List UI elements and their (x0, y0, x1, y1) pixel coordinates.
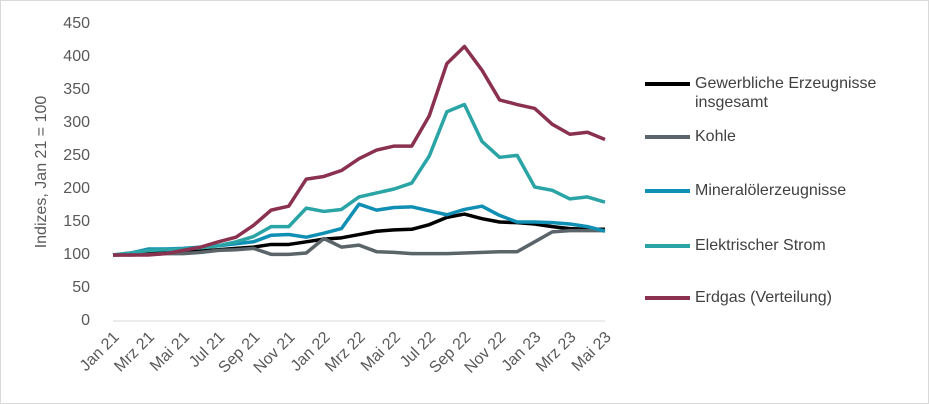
y-tick-label: 50 (72, 279, 90, 296)
y-tick-label: 200 (63, 180, 90, 197)
y-tick-label: 0 (81, 312, 90, 329)
y-tick-label: 350 (63, 81, 90, 98)
y-tick-label: 250 (63, 147, 90, 164)
y-tick-label: 150 (63, 213, 90, 230)
series-line (113, 228, 605, 257)
legend-label: Mineralölerzeugnisse (695, 182, 846, 199)
y-axis-label: Indizes, Jan 21 = 100 (33, 96, 50, 249)
series-line (113, 44, 606, 257)
y-tick-label: 300 (63, 114, 90, 131)
y-tick-label: 450 (63, 15, 90, 32)
legend-label: Elektrischer Strom (695, 237, 826, 254)
legend-label: Kohle (695, 128, 736, 145)
legend-label: Gewerbliche Erzeugnisse insgesamt (695, 75, 877, 111)
y-tick-label: 400 (63, 48, 90, 65)
legend-label: Erdgas (Verteilung) (695, 289, 832, 306)
y-tick-label: 100 (63, 246, 90, 263)
